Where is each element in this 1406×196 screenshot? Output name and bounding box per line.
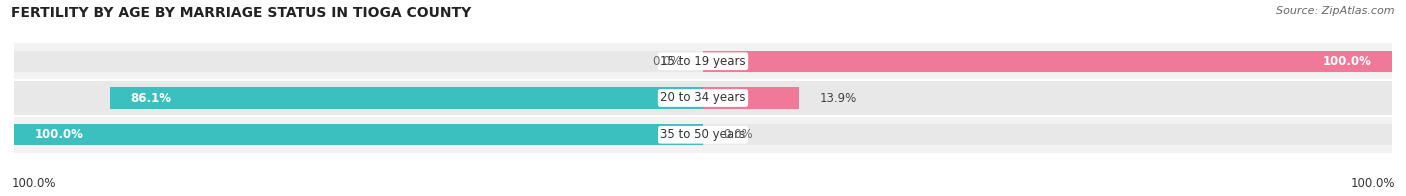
- Text: 0.0%: 0.0%: [652, 55, 682, 68]
- Text: 100.0%: 100.0%: [35, 128, 83, 141]
- Text: 20 to 34 years: 20 to 34 years: [661, 92, 745, 104]
- Bar: [14, 51, 703, 72]
- Bar: [110, 87, 703, 109]
- Text: 15 to 19 years: 15 to 19 years: [661, 55, 745, 68]
- Bar: [703, 124, 1392, 145]
- Bar: [14, 87, 703, 109]
- Bar: [14, 124, 703, 145]
- Text: Source: ZipAtlas.com: Source: ZipAtlas.com: [1277, 6, 1395, 16]
- Bar: [703, 51, 1392, 72]
- Bar: [703, 87, 1392, 109]
- Text: 100.0%: 100.0%: [11, 177, 56, 190]
- Bar: [703, 87, 799, 109]
- Text: 35 to 50 years: 35 to 50 years: [661, 128, 745, 141]
- Text: 100.0%: 100.0%: [1323, 55, 1371, 68]
- Text: 13.9%: 13.9%: [820, 92, 856, 104]
- Text: 100.0%: 100.0%: [1350, 177, 1395, 190]
- Bar: [703, 51, 1392, 72]
- Text: 0.0%: 0.0%: [724, 128, 754, 141]
- Bar: [14, 43, 1392, 80]
- Text: FERTILITY BY AGE BY MARRIAGE STATUS IN TIOGA COUNTY: FERTILITY BY AGE BY MARRIAGE STATUS IN T…: [11, 6, 471, 20]
- Bar: [14, 80, 1392, 116]
- Text: 86.1%: 86.1%: [131, 92, 172, 104]
- Bar: [14, 116, 1392, 153]
- Bar: [14, 124, 703, 145]
